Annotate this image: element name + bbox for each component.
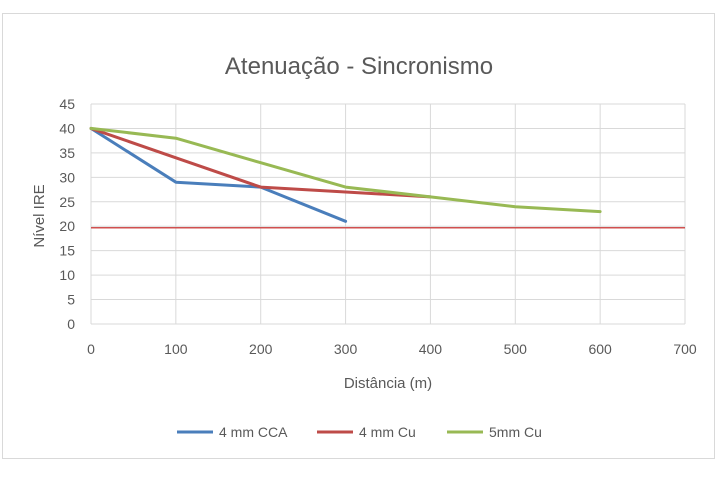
x-tick-label: 400 bbox=[419, 341, 443, 357]
x-tick-label: 300 bbox=[334, 341, 358, 357]
y-tick-label: 20 bbox=[59, 218, 75, 234]
legend: 4 mm CCA 4 mm Cu 5mm Cu bbox=[177, 424, 542, 440]
x-tick-label: 200 bbox=[249, 341, 273, 357]
y-tick-label: 30 bbox=[59, 169, 75, 185]
y-tick-label: 40 bbox=[59, 120, 75, 136]
series-line-4-mm-cca bbox=[89, 126, 348, 223]
x-tick-label: 500 bbox=[504, 341, 528, 357]
y-tick-label: 0 bbox=[67, 316, 75, 332]
gridlines bbox=[90, 103, 686, 325]
x-tick-label: 100 bbox=[164, 341, 188, 357]
x-tick-label: 0 bbox=[87, 341, 95, 357]
y-tick-label: 10 bbox=[59, 267, 75, 283]
y-tick-label: 25 bbox=[59, 194, 75, 210]
y-axis-title: Nível IRE bbox=[31, 184, 48, 247]
series-line-5mm-cu bbox=[89, 126, 602, 214]
legend-label: 5mm Cu bbox=[489, 424, 542, 440]
y-tick-label: 15 bbox=[59, 243, 75, 259]
series-line-4-mm-cu bbox=[89, 126, 432, 199]
legend-label: 4 mm CCA bbox=[219, 424, 288, 440]
legend-label: 4 mm Cu bbox=[359, 424, 416, 440]
chart-area bbox=[2, 13, 715, 459]
tick-labels: 0 5 10 15 20 25 30 35 40 45 0 100 200 300 400 500 600 700 bbox=[59, 96, 696, 357]
chart-title: Atenuação - Sincronismo bbox=[225, 53, 493, 80]
y-tick-label: 35 bbox=[59, 145, 75, 161]
series-lines bbox=[89, 126, 685, 229]
x-axis-title: Distância (m) bbox=[344, 375, 432, 392]
x-tick-label: 600 bbox=[588, 341, 612, 357]
y-tick-label: 5 bbox=[67, 292, 75, 308]
y-tick-label: 45 bbox=[59, 96, 75, 112]
x-tick-label: 700 bbox=[673, 341, 697, 357]
